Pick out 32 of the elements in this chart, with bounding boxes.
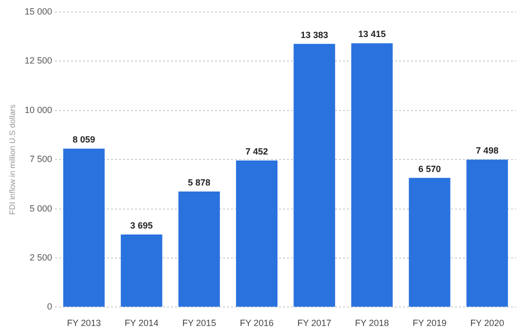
- y-tick-label: 12 500: [24, 56, 52, 66]
- data-label: 13 415: [358, 29, 386, 40]
- y-tick-label: 2 500: [30, 252, 52, 262]
- y-tick-label: 15 000: [24, 6, 52, 16]
- data-label: 7 452: [245, 146, 268, 157]
- x-tick-label: FY 2017: [297, 318, 332, 328]
- data-label: 13 383: [300, 30, 328, 40]
- data-label: 6 570: [418, 164, 441, 174]
- x-tick-label: FY 2014: [124, 318, 158, 328]
- bar: [351, 43, 393, 307]
- x-tick-label: FY 2013: [66, 318, 101, 328]
- x-tick-label: FY 2016: [240, 318, 274, 328]
- data-label: 8 059: [72, 134, 96, 145]
- data-label: 5 878: [188, 178, 210, 188]
- y-tick-label: 5 000: [30, 203, 52, 214]
- x-tick-label: FY 2018: [355, 318, 389, 328]
- data-label: 3 695: [130, 220, 153, 230]
- y-axis-title: FDI inflow in million U.S dollars: [8, 104, 18, 215]
- bar: [294, 44, 336, 307]
- y-tick-label: 7 500: [30, 154, 52, 164]
- y-tick-label: 10 000: [24, 104, 52, 115]
- bar: [236, 160, 278, 307]
- data-label: 7 498: [476, 146, 498, 156]
- bar: [466, 160, 508, 307]
- bar: [178, 192, 220, 307]
- y-tick-label: 0: [47, 302, 52, 312]
- x-tick-label: FY 2015: [182, 318, 216, 328]
- bar: [120, 234, 162, 307]
- x-tick-label: FY 2019: [412, 318, 447, 328]
- bar: [63, 148, 105, 307]
- bar: [408, 178, 450, 307]
- x-tick-label: FY 2020: [470, 318, 504, 328]
